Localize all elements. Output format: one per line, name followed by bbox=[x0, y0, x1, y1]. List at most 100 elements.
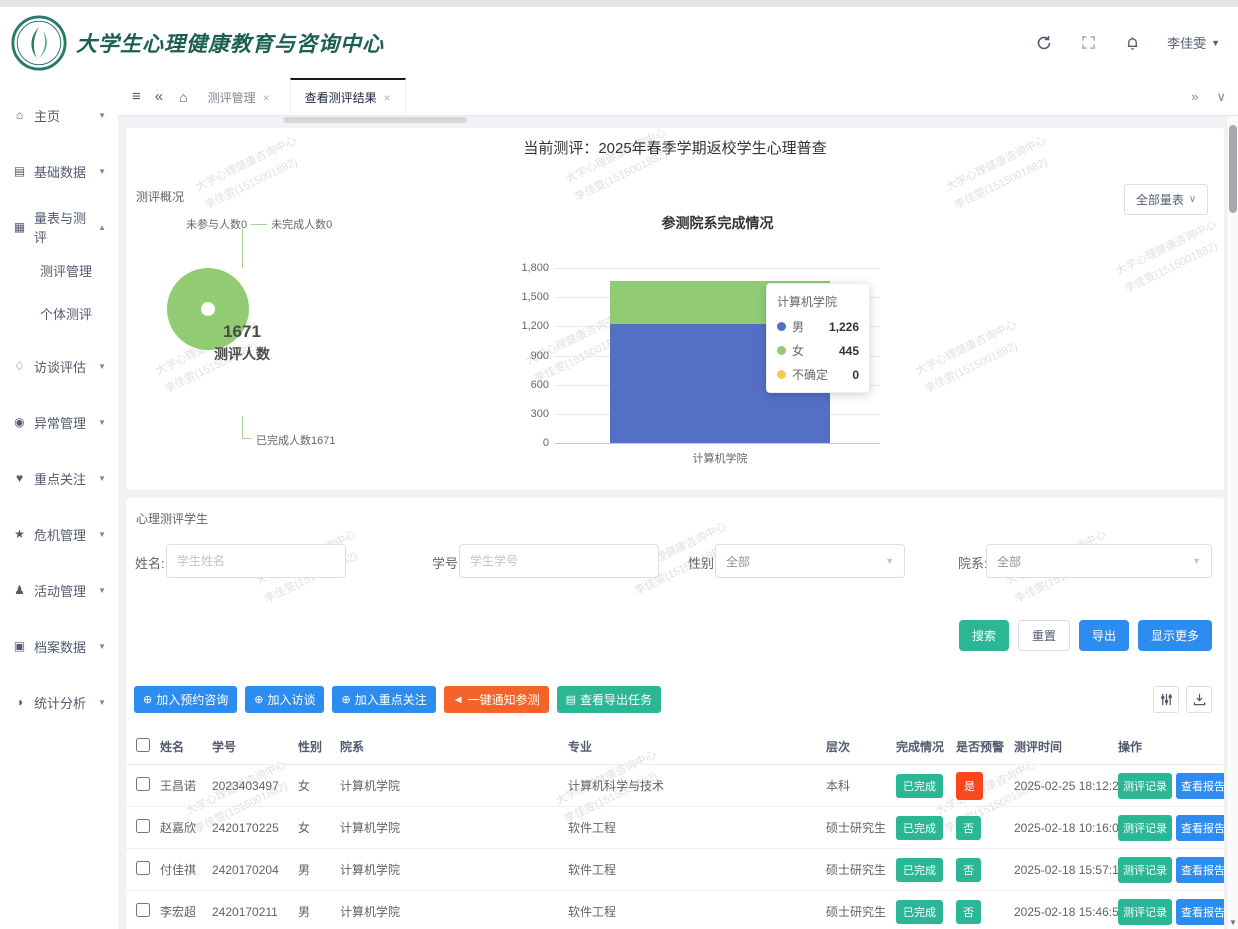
assessment-record-button[interactable]: 测评记录 bbox=[1118, 814, 1172, 841]
cell-time: 2025-02-18 15:46:57 bbox=[1014, 904, 1118, 919]
sidebar-item-home[interactable]: ⌂ 主页 ▼ bbox=[0, 100, 118, 130]
x-axis-label: 计算机学院 bbox=[692, 453, 748, 465]
y-axis-tick: 900 bbox=[530, 350, 549, 362]
y-axis-tick: 0 bbox=[542, 437, 549, 449]
notify-participants-button[interactable]: ◄ 一键通知参测 bbox=[443, 686, 549, 713]
button-label: 加入重点关注 bbox=[354, 693, 427, 707]
gender-select-value: 全部 bbox=[726, 554, 751, 569]
row-checkbox[interactable] bbox=[136, 861, 150, 875]
tooltip-row-female: 女 445 bbox=[777, 342, 859, 359]
name-input[interactable] bbox=[166, 544, 346, 578]
add-focus-button[interactable]: ⊕ 加入重点关注 bbox=[332, 686, 436, 713]
user-caret-icon: ▼ bbox=[1211, 37, 1220, 48]
scrollbar-thumb[interactable] bbox=[1229, 125, 1237, 213]
sidebar-subitem-assessment-mgmt[interactable]: 测评管理 bbox=[40, 263, 93, 279]
vertical-scrollbar[interactable]: ▼ bbox=[1226, 116, 1238, 929]
table-row: 赵嘉欣 2420170225 女 计算机学院 软件工程 硕士研究生 已完成 否 … bbox=[126, 807, 1224, 849]
department-select[interactable]: 全部 ▼ bbox=[986, 544, 1212, 578]
caret-down-icon: ▼ bbox=[98, 529, 106, 539]
user-name: 李佳雯 bbox=[1167, 36, 1207, 51]
pie-chart-icon: ◑ bbox=[15, 695, 24, 709]
add-consult-button[interactable]: ⊕ 加入预约咨询 bbox=[134, 686, 238, 713]
refresh-icon[interactable] bbox=[1035, 34, 1053, 52]
sidebar-item-activity-mgmt[interactable]: ♟ 活动管理 ▼ bbox=[0, 575, 118, 605]
search-button[interactable]: 搜索 bbox=[958, 620, 1009, 651]
name-field-label: 姓名: bbox=[135, 556, 165, 571]
row-checkbox[interactable] bbox=[136, 777, 150, 791]
view-report-button[interactable]: 查看报告 bbox=[1176, 856, 1224, 883]
home-tab-icon[interactable]: ⌂ bbox=[179, 88, 188, 105]
warning-badge: 否 bbox=[956, 815, 981, 840]
scroll-down-arrow-icon[interactable]: ▼ bbox=[1229, 918, 1237, 927]
scale-filter-dropdown[interactable]: 全部量表 ∨ bbox=[1124, 184, 1208, 215]
collapse-sidebar-icon[interactable]: « bbox=[154, 88, 164, 105]
cell-gender: 女 bbox=[298, 779, 311, 793]
caret-down-icon: ▼ bbox=[98, 473, 106, 483]
students-section-label: 心理测评学生 bbox=[136, 512, 209, 526]
col-completion: 完成情况 bbox=[896, 739, 945, 754]
view-report-button[interactable]: 查看报告 bbox=[1176, 898, 1224, 925]
add-interview-button[interactable]: ⊕ 加入访谈 bbox=[245, 686, 325, 713]
gender-select[interactable]: 全部 ▼ bbox=[715, 544, 905, 578]
cell-gender: 男 bbox=[298, 863, 311, 877]
plus-circle-icon: ⊕ bbox=[341, 694, 351, 706]
caret-down-icon: ▼ bbox=[98, 697, 106, 707]
fullscreen-icon[interactable] bbox=[1079, 34, 1097, 52]
col-warning: 是否预警 bbox=[956, 739, 1005, 754]
sidebar-item-interview-eval[interactable]: ♢ 访谈评估 ▼ bbox=[0, 351, 118, 381]
tab-assessment-mgmt[interactable]: 测评管理 × bbox=[194, 78, 284, 116]
export-button[interactable]: 导出 bbox=[1078, 620, 1129, 651]
reset-button[interactable]: 重置 bbox=[1017, 620, 1070, 651]
column-settings-button[interactable] bbox=[1153, 686, 1179, 713]
close-icon[interactable]: × bbox=[383, 90, 391, 105]
view-report-button[interactable]: 查看报告 bbox=[1176, 772, 1224, 799]
sidebar-subitem-individual-assessment[interactable]: 个体测评 bbox=[40, 306, 93, 322]
user-menu[interactable]: 李佳雯 ▼ bbox=[1167, 33, 1220, 52]
tooltip-row-unknown: 不确定 0 bbox=[777, 366, 859, 383]
student-id-input[interactable] bbox=[459, 544, 659, 578]
close-icon[interactable]: × bbox=[262, 90, 270, 105]
view-report-button[interactable]: 查看报告 bbox=[1176, 814, 1224, 841]
sidebar-item-base-data[interactable]: ▤ 基础数据 ▼ bbox=[0, 156, 118, 186]
sidebar-item-crisis-mgmt[interactable]: ★ 危机管理 ▼ bbox=[0, 519, 118, 549]
row-checkbox[interactable] bbox=[136, 903, 150, 917]
warning-badge: 是 bbox=[956, 771, 983, 800]
horizontal-scrollbar-thumb[interactable] bbox=[283, 117, 467, 123]
assessment-record-button[interactable]: 测评记录 bbox=[1118, 898, 1172, 925]
table-row: 付佳祺 2420170204 男 计算机学院 软件工程 硕士研究生 已完成 否 … bbox=[126, 849, 1224, 891]
sidebar-item-archive-data[interactable]: ▣ 档案数据 ▼ bbox=[0, 631, 118, 661]
caret-down-icon: ▼ bbox=[98, 166, 106, 176]
tabs-dropdown-icon[interactable]: ∨ bbox=[1216, 88, 1226, 104]
center-logo bbox=[10, 14, 68, 72]
y-axis-tick: 1,800 bbox=[521, 262, 549, 274]
sidebar-item-label: 活动管理 bbox=[34, 583, 87, 599]
assessment-record-button[interactable]: 测评记录 bbox=[1118, 772, 1172, 799]
donut-connector-line bbox=[242, 228, 243, 268]
more-tabs-icon[interactable]: » bbox=[1191, 89, 1199, 104]
sidebar-item-scales-assessment[interactable]: ▦ 量表与测评 ▲ bbox=[0, 211, 118, 245]
tooltip-label: 不确定 bbox=[792, 368, 829, 382]
tab-view-assessment-results[interactable]: 查看测评结果 × bbox=[289, 77, 406, 116]
donut-label-not-participated: 未参与人数0 bbox=[186, 219, 248, 231]
cell-major: 计算机科学与技术 bbox=[568, 779, 665, 793]
watermark: 大学心理健康咨询中心 李佳雯(1515001882) bbox=[914, 318, 1020, 396]
view-export-tasks-button[interactable]: ▤ 查看导出任务 bbox=[556, 686, 662, 713]
search-actions: 搜索 重置 导出 显示更多 bbox=[958, 620, 1212, 651]
sidebar-item-key-focus[interactable]: ♥ 重点关注 ▼ bbox=[0, 463, 118, 493]
assessment-record-button[interactable]: 测评记录 bbox=[1118, 856, 1172, 883]
plus-circle-icon: ⊕ bbox=[143, 694, 153, 706]
select-all-checkbox[interactable] bbox=[136, 737, 150, 752]
download-button[interactable] bbox=[1186, 686, 1212, 713]
chevron-down-icon: ▼ bbox=[1192, 556, 1201, 566]
table-icon: ▦ bbox=[13, 220, 26, 234]
sidebar-item-statistics[interactable]: ◑ 统计分析 ▼ bbox=[0, 687, 118, 717]
menu-icon[interactable]: ≡ bbox=[132, 88, 141, 105]
row-checkbox[interactable] bbox=[136, 819, 150, 833]
tooltip-title: 计算机学院 bbox=[777, 295, 838, 309]
bell-icon[interactable] bbox=[1123, 34, 1141, 52]
current-assessment-title: 当前测评：2025年春季学期返校学生心理普查 bbox=[523, 140, 827, 157]
show-more-button[interactable]: 显示更多 bbox=[1137, 620, 1212, 651]
sidebar-item-abnormal-mgmt[interactable]: ◉ 异常管理 ▼ bbox=[0, 407, 118, 437]
cell-gender: 女 bbox=[298, 821, 311, 835]
